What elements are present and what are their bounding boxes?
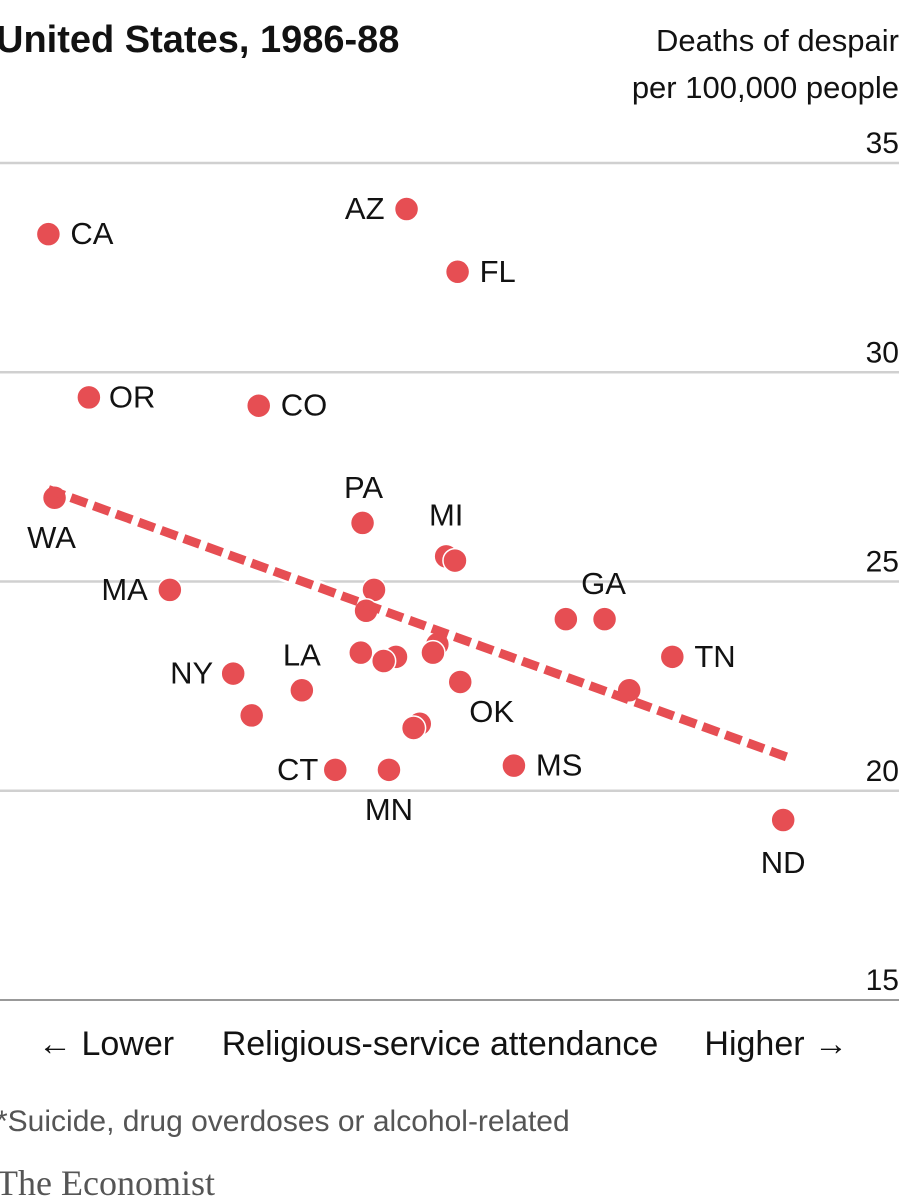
point-fl (444, 259, 471, 285)
point-ct (322, 757, 349, 783)
point-label-fl: FL (480, 254, 516, 289)
point-az (393, 196, 420, 222)
point-ok (447, 669, 473, 695)
point-label-mi: MI (429, 497, 463, 532)
point-label-ga: GA (581, 566, 626, 601)
x-axis-higher-label: Higher → (704, 1025, 848, 1063)
point-label-nd: ND (761, 845, 806, 880)
point-la (289, 677, 315, 704)
point-label-co: CO (281, 388, 328, 423)
y-tick-label: 35 (866, 127, 899, 160)
point-mn (376, 757, 402, 783)
point-pa (349, 510, 376, 536)
point-label-ca: CA (70, 216, 113, 251)
point-tn (659, 644, 686, 670)
y-tick-label: 15 (866, 964, 899, 997)
point-nd (770, 807, 796, 833)
chart-title: United States, 1986-88 (0, 19, 399, 61)
point-or (76, 384, 102, 411)
point (553, 606, 579, 632)
point (370, 648, 397, 674)
point-ma (157, 577, 183, 603)
y-axis-label-line-1: Deaths of despair (656, 23, 899, 58)
point-label-az: AZ (345, 191, 385, 226)
point-label-ma: MA (101, 572, 148, 607)
point-label-ok: OK (469, 694, 514, 729)
point-ny (220, 660, 246, 687)
y-tick-label: 25 (866, 546, 899, 579)
gridlines: 35 30 25 20 15 (0, 127, 899, 1001)
point-label-tn: TN (694, 639, 735, 674)
point (348, 639, 374, 666)
point-co (245, 392, 272, 419)
point (400, 715, 427, 741)
x-axis-title: Religious-service attendance (222, 1025, 659, 1063)
point (420, 639, 446, 666)
footnote: *Suicide, drug overdoses or alcohol-rela… (0, 1105, 570, 1138)
y-tick-label: 20 (866, 755, 899, 788)
x-axis-lower-label: ← Lower (38, 1025, 174, 1063)
point-label-ct: CT (277, 752, 318, 787)
point-label-pa: PA (344, 470, 383, 505)
point-label-ny: NY (170, 656, 213, 691)
point-ms (501, 752, 527, 779)
point-ga (591, 606, 618, 632)
y-tick-label: 30 (866, 336, 899, 369)
point-label-wa: WA (27, 520, 76, 555)
point-label-or: OR (109, 379, 156, 414)
source-logo: The Economist (0, 1163, 215, 1201)
point-label-la: LA (283, 637, 321, 672)
trendline (46, 485, 790, 762)
point-labels: CA AZ FL OR CO WA PA MI MA GA TN LA NY OK CT MN MS ND (27, 191, 805, 880)
point (442, 547, 468, 574)
data-points (35, 196, 796, 833)
point-label-ms: MS (536, 748, 583, 783)
y-axis-label-line-2: per 100,000 people (632, 70, 899, 105)
point-ca (35, 221, 62, 247)
point-label-mn: MN (365, 792, 413, 827)
point (238, 702, 265, 729)
